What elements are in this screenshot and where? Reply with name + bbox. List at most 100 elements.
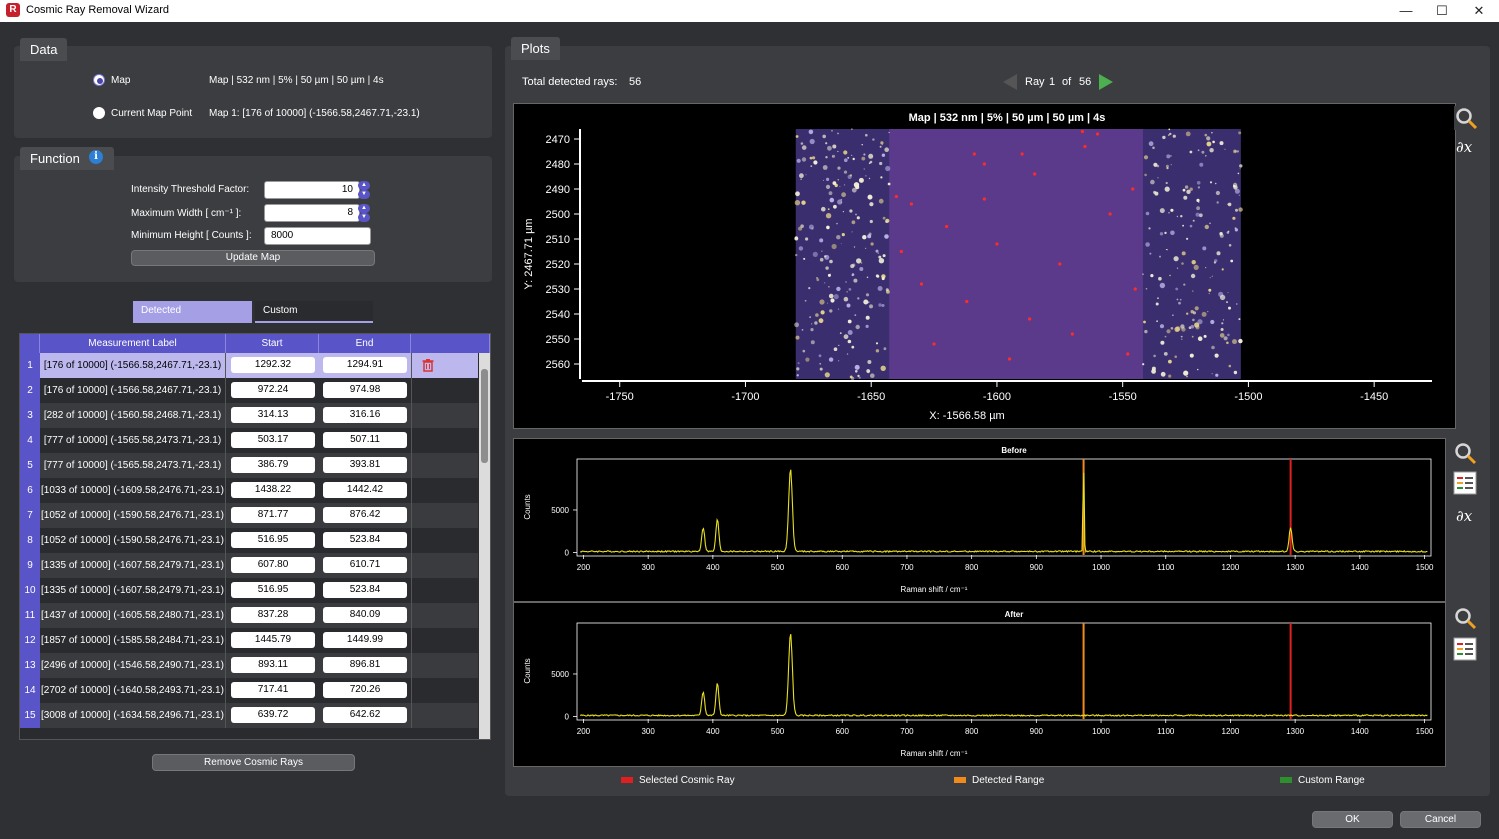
row-start-input[interactable]: 314.13 xyxy=(231,407,315,423)
row-start-input[interactable]: 1445.79 xyxy=(231,632,315,648)
map-speckle xyxy=(836,222,838,225)
close-button[interactable]: ✕ xyxy=(1473,3,1485,18)
table-row[interactable]: 7 [1052 of 10000] (-1590.58,2476.71,-23.1… xyxy=(20,503,478,528)
map-speckle xyxy=(877,252,879,254)
zoom-icon-after[interactable] xyxy=(1453,606,1477,630)
row-start-input[interactable]: 516.95 xyxy=(231,532,315,548)
maximum-width-stepper[interactable]: ▲ ▼ xyxy=(358,204,370,222)
row-end-input[interactable]: 720.26 xyxy=(323,682,407,698)
map-speckle xyxy=(1148,141,1154,147)
table-row[interactable]: 8 [1052 of 10000] (-1590.58,2476.71,-23.1… xyxy=(20,528,478,553)
row-end-input[interactable]: 1442.42 xyxy=(323,482,407,498)
row-start-input[interactable]: 516.95 xyxy=(231,582,315,598)
cancel-button[interactable]: Cancel xyxy=(1400,811,1481,828)
map-speckle xyxy=(1180,215,1183,218)
row-measurement-label: [176 of 10000] (-1566.58,2467.71,-23.1) xyxy=(40,353,226,378)
before-spectrum-chart[interactable]: Before 200 300 400 500 600 700 800 900 1000 1100 12… xyxy=(514,439,1445,601)
tab-custom[interactable]: Custom xyxy=(255,301,373,323)
map-speckle xyxy=(1165,164,1169,168)
row-start-input[interactable]: 717.41 xyxy=(231,682,315,698)
row-start-input[interactable]: 893.11 xyxy=(231,657,315,673)
row-start-input[interactable]: 1292.32 xyxy=(231,357,315,373)
map-radio[interactable] xyxy=(93,74,105,86)
row-start-input[interactable]: 871.77 xyxy=(231,507,315,523)
table-row[interactable]: 6 [1033 of 10000] (-1609.58,2476.71,-23.1… xyxy=(20,478,478,503)
after-spectrum-chart[interactable]: After 200 300 400 500 600 700 800 900 1000 1100 120… xyxy=(514,603,1445,766)
row-start-input[interactable]: 972.24 xyxy=(231,382,315,398)
table-scrollbar[interactable] xyxy=(479,353,490,739)
row-end-input[interactable]: 523.84 xyxy=(323,532,407,548)
row-start-input[interactable]: 639.72 xyxy=(231,707,315,723)
minimize-button[interactable]: — xyxy=(1399,3,1413,18)
table-row[interactable]: 4 [777 of 10000] (-1565.58,2473.71,-23.1)… xyxy=(20,428,478,453)
row-start-input[interactable]: 837.28 xyxy=(231,607,315,623)
minimum-height-input[interactable]: 8000 xyxy=(264,227,371,245)
row-end-input[interactable]: 523.84 xyxy=(323,582,407,598)
row-end-input[interactable]: 896.81 xyxy=(323,657,407,673)
previous-ray-icon[interactable] xyxy=(1000,72,1020,92)
map-speckle xyxy=(1239,168,1241,170)
intensity-threshold-input[interactable]: 10 xyxy=(264,181,360,199)
row-end-input[interactable]: 393.81 xyxy=(323,457,407,473)
row-start-input[interactable]: 1438.22 xyxy=(231,482,315,498)
table-row[interactable]: 10 [1335 of 10000] (-1607.58,2479.71,-23.… xyxy=(20,578,478,603)
remove-cosmic-rays-button[interactable]: Remove Cosmic Rays xyxy=(152,754,355,771)
table-row[interactable]: 11 [1437 of 10000] (-1605.58,2480.71,-23.… xyxy=(20,603,478,628)
info-icon[interactable]: i xyxy=(89,150,103,164)
map-speckle xyxy=(1185,131,1191,137)
column-measurement-label[interactable]: Measurement Label xyxy=(40,334,226,353)
row-end-input[interactable]: 316.16 xyxy=(323,407,407,423)
map-speckle xyxy=(1166,249,1168,251)
row-end-input[interactable]: 876.42 xyxy=(323,507,407,523)
row-end-input[interactable]: 974.98 xyxy=(323,382,407,398)
table-row[interactable]: 3 [282 of 10000] (-1560.58,2468.71,-23.1)… xyxy=(20,403,478,428)
maximize-button[interactable]: ☐ xyxy=(1436,3,1448,18)
map-speckle xyxy=(879,161,883,166)
map-speckle xyxy=(881,277,885,281)
table-row[interactable]: 15 [3008 of 10000] (-1634.58,2496.71,-23.… xyxy=(20,703,478,728)
row-end-input[interactable]: 642.62 xyxy=(323,707,407,723)
derivative-icon[interactable]: ∂x xyxy=(1456,138,1473,156)
zoom-icon[interactable] xyxy=(1454,106,1478,130)
table-row[interactable]: 1 [176 of 10000] (-1566.58,2467.71,-23.1)… xyxy=(20,353,478,378)
row-end-input[interactable]: 507.11 xyxy=(323,432,407,448)
update-map-button[interactable]: Update Map xyxy=(131,250,375,266)
map-chart[interactable]: Map | 532 nm | 5% | 50 µm | 50 µm | 4s -1… xyxy=(514,104,1455,428)
column-end[interactable]: End xyxy=(319,334,411,353)
delete-icon[interactable] xyxy=(421,358,435,372)
row-end-input[interactable]: 840.09 xyxy=(323,607,407,623)
tab-detected[interactable]: Detected xyxy=(133,301,252,323)
column-start[interactable]: Start xyxy=(226,334,319,353)
map-speckle xyxy=(885,288,889,292)
table-row[interactable]: 14 [2702 of 10000] (-1640.58,2493.71,-23.… xyxy=(20,678,478,703)
row-end-input[interactable]: 1449.99 xyxy=(323,632,407,648)
row-end-input[interactable]: 1294.91 xyxy=(323,357,407,373)
zoom-icon-before[interactable] xyxy=(1453,441,1477,465)
map-speckle xyxy=(1213,261,1216,264)
spectrum-x-tick-label: 1100 xyxy=(1157,563,1175,572)
map-speckle xyxy=(1189,150,1193,154)
map-speckle xyxy=(829,197,835,203)
legend-toggle-icon-after[interactable] xyxy=(1453,637,1477,661)
current-map-point-radio[interactable] xyxy=(93,107,105,119)
row-start-input[interactable]: 386.79 xyxy=(231,457,315,473)
scrollbar-thumb[interactable] xyxy=(481,369,488,463)
table-row[interactable]: 9 [1335 of 10000] (-1607.58,2479.71,-23.1… xyxy=(20,553,478,578)
map-speckle xyxy=(855,370,858,373)
next-ray-icon[interactable] xyxy=(1096,72,1116,92)
table-row[interactable]: 13 [2496 of 10000] (-1546.58,2490.71,-23.… xyxy=(20,653,478,678)
legend-toggle-icon-before[interactable] xyxy=(1453,471,1477,495)
ok-button[interactable]: OK xyxy=(1312,811,1393,828)
table-row[interactable]: 2 [176 of 10000] (-1566.58,2467.71,-23.1)… xyxy=(20,378,478,403)
maximum-width-input[interactable]: 8 xyxy=(264,204,360,222)
map-speckle xyxy=(1224,148,1226,150)
map-speckle xyxy=(820,310,825,315)
derivative-icon-before[interactable]: ∂x xyxy=(1456,507,1473,525)
intensity-threshold-stepper[interactable]: ▲ ▼ xyxy=(358,181,370,199)
table-row[interactable]: 5 [777 of 10000] (-1565.58,2473.71,-23.1)… xyxy=(20,453,478,478)
table-row[interactable]: 12 [1857 of 10000] (-1585.58,2484.71,-23.… xyxy=(20,628,478,653)
row-actions xyxy=(411,403,478,428)
row-start-input[interactable]: 607.80 xyxy=(231,557,315,573)
row-start-input[interactable]: 503.17 xyxy=(231,432,315,448)
row-end-input[interactable]: 610.71 xyxy=(323,557,407,573)
